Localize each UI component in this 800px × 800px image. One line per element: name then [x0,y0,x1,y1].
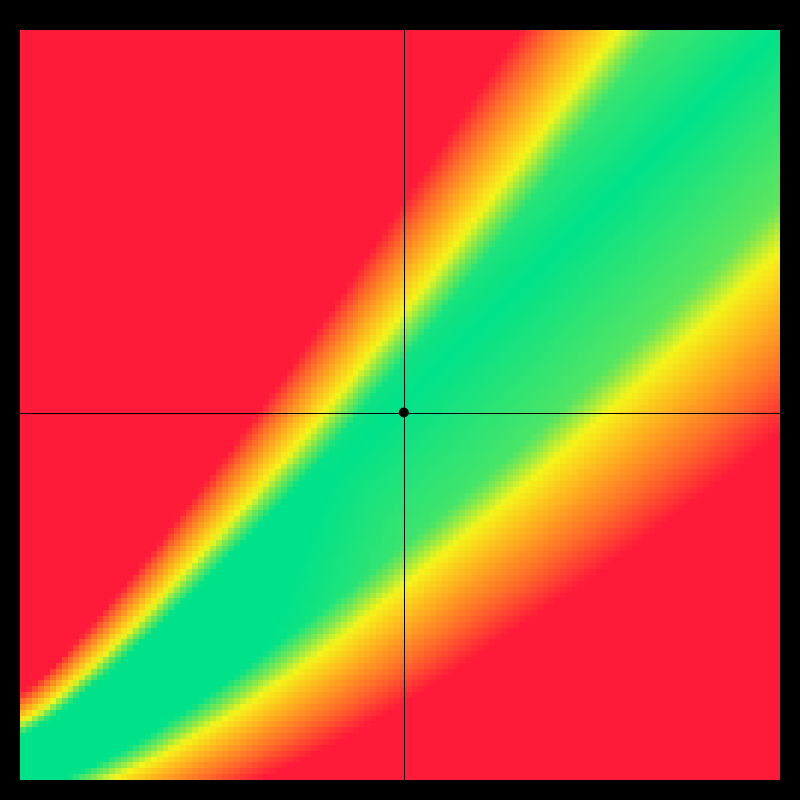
chart-container: TheBottleneck.com [0,0,800,800]
bottleneck-heatmap [20,30,780,780]
watermark-text: TheBottleneck.com [575,6,778,32]
